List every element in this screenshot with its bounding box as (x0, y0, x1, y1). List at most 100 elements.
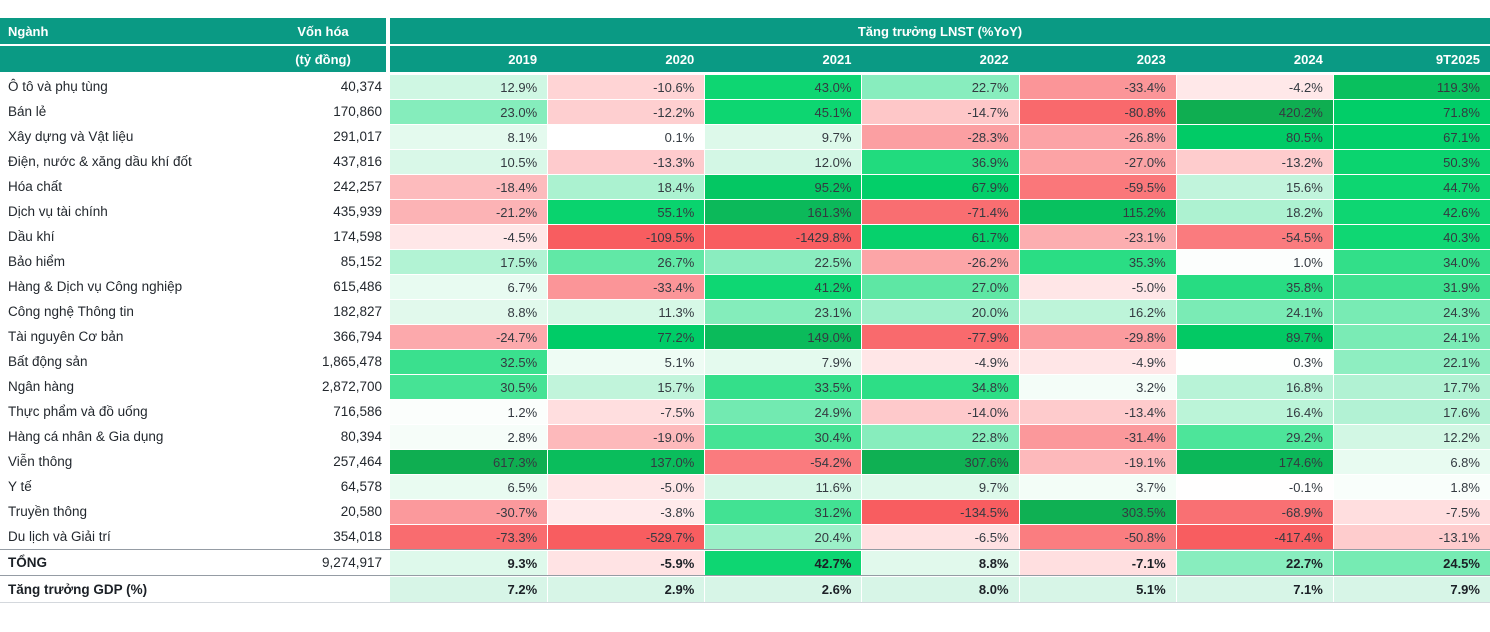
growth-cell: 18.2% (1175, 199, 1333, 224)
growth-cell: 42.6% (1332, 199, 1490, 224)
growth-cell: 161.3% (704, 199, 862, 224)
growth-cell: -80.8% (1018, 99, 1176, 124)
column-gap (386, 149, 390, 174)
sector-name-cell: Hàng & Dịch vụ Công nghiệp (0, 274, 260, 299)
growth-cell: 67.9% (861, 174, 1019, 199)
table-row: Ô tô và phụ tùng 40,374 12.9% -10.6% 43.0% 22… (0, 74, 1490, 99)
growth-cell: -417.4% (1175, 524, 1333, 549)
marketcap-cell: 291,017 (260, 124, 386, 149)
growth-cell: 22.7% (1175, 550, 1333, 575)
table-row: Truyền thông 20,580 -30.7% -3.8% 31.2% -134.5… (0, 499, 1490, 524)
growth-cell: 67.1% (1332, 124, 1490, 149)
growth-cell: 89.7% (1175, 324, 1333, 349)
column-gap (386, 524, 390, 549)
growth-cell: -77.9% (861, 324, 1019, 349)
growth-cell: 31.9% (1332, 274, 1490, 299)
growth-cell: 12.2% (1332, 424, 1490, 449)
growth-cell: 3.2% (1018, 374, 1176, 399)
growth-cell: -19.1% (1018, 449, 1176, 474)
growth-cell: -33.4% (1018, 74, 1176, 99)
marketcap-cell: 170,860 (260, 99, 386, 124)
growth-cell: 7.2% (390, 576, 548, 602)
growth-cell: 16.2% (1018, 299, 1176, 324)
growth-cell: 35.8% (1175, 274, 1333, 299)
marketcap-cell: 257,464 (260, 449, 386, 474)
table-row: Hóa chất 242,257 -18.4% 18.4% 95.2% 67.9% -59.… (0, 174, 1490, 199)
sector-name-cell: Tăng trưởng GDP (%) (0, 576, 260, 602)
growth-cell: -30.7% (390, 499, 548, 524)
column-gap (386, 299, 390, 324)
growth-cell: -529.7% (547, 524, 705, 549)
growth-cell: -31.4% (1018, 424, 1176, 449)
column-gap (386, 550, 390, 575)
growth-cell: 9.7% (861, 474, 1019, 499)
growth-cell: 33.5% (704, 374, 862, 399)
growth-cell: 7.9% (704, 349, 862, 374)
growth-cell: -29.8% (1018, 324, 1176, 349)
column-gap (386, 224, 390, 249)
table-header-row-2: (tỷ đồng) 2019 2020 2021 2022 2023 2024 9T2025 (0, 46, 1490, 72)
column-gap (386, 399, 390, 424)
column-gap (386, 74, 390, 99)
growth-cell: 20.4% (704, 524, 862, 549)
growth-cell: -4.5% (390, 224, 548, 249)
growth-cell: 34.8% (861, 374, 1019, 399)
growth-cell: -71.4% (861, 199, 1019, 224)
growth-cell: -68.9% (1175, 499, 1333, 524)
growth-cell: 7.9% (1332, 576, 1490, 602)
growth-cell: -21.2% (390, 199, 548, 224)
growth-cell: 17.6% (1332, 399, 1490, 424)
table-row: Bảo hiểm 85,152 17.5% 26.7% 22.5% -26.2% 35.3%… (0, 249, 1490, 274)
year-column-header: 2024 (1175, 46, 1333, 72)
growth-cell: -13.4% (1018, 399, 1176, 424)
growth-cell: 11.6% (704, 474, 862, 499)
table-row: Hàng cá nhân & Gia dụng 80,394 2.8% -19.0% 3… (0, 424, 1490, 449)
growth-cell: 12.0% (704, 149, 862, 174)
sector-name-cell: Bất động sản (0, 349, 260, 374)
sector-name-cell: Tài nguyên Cơ bản (0, 324, 260, 349)
growth-cell: 42.7% (704, 550, 862, 575)
growth-cell: -7.1% (1018, 550, 1176, 575)
growth-cell: -24.7% (390, 324, 548, 349)
column-gap (386, 274, 390, 299)
column-gap (386, 349, 390, 374)
growth-cell: 26.7% (547, 249, 705, 274)
growth-cell: 7.1% (1175, 576, 1333, 602)
marketcap-cell: 242,257 (260, 174, 386, 199)
growth-cell: -50.8% (1018, 524, 1176, 549)
growth-cell: 15.6% (1175, 174, 1333, 199)
growth-cell: 6.7% (390, 274, 548, 299)
column-gap (386, 18, 390, 44)
growth-cell: 95.2% (704, 174, 862, 199)
marketcap-cell: 80,394 (260, 424, 386, 449)
growth-cell: 36.9% (861, 149, 1019, 174)
growth-cell: 61.7% (861, 224, 1019, 249)
column-gap (386, 46, 390, 72)
marketcap-cell: 9,274,917 (260, 550, 386, 575)
table-row: Dịch vụ tài chính 435,939 -21.2% 55.1% 161.3… (0, 199, 1490, 224)
growth-cell: 24.1% (1332, 324, 1490, 349)
growth-cell: -109.5% (547, 224, 705, 249)
growth-cell: 420.2% (1175, 99, 1333, 124)
growth-cell: 34.0% (1332, 249, 1490, 274)
year-column-header: 2020 (547, 46, 705, 72)
sector-growth-heatmap-table: Ngành Vốn hóa Tăng trưởng LNST (%YoY) (t… (0, 18, 1490, 603)
growth-cell: 8.8% (861, 550, 1019, 575)
growth-cell: -0.1% (1175, 474, 1333, 499)
growth-cell: 30.4% (704, 424, 862, 449)
year-column-header: 2021 (704, 46, 862, 72)
table-row: Du lịch và Giải trí 354,018 -73.3% -529.7% 2… (0, 524, 1490, 549)
growth-cell: 22.7% (861, 74, 1019, 99)
growth-cell: 5.1% (547, 349, 705, 374)
growth-cell: 1.0% (1175, 249, 1333, 274)
sector-name-cell: Bán lẻ (0, 99, 260, 124)
growth-cell: 9.7% (704, 124, 862, 149)
growth-cell: -26.2% (861, 249, 1019, 274)
sector-name-cell: Thực phẩm và đồ uống (0, 399, 260, 424)
growth-cell: -14.0% (861, 399, 1019, 424)
growth-cell: -19.0% (547, 424, 705, 449)
growth-cell: 22.1% (1332, 349, 1490, 374)
gdp-growth-row: Tăng trưởng GDP (%) 7.2% 2.9% 2.6% 8.0% 5.1% 7… (0, 575, 1490, 603)
growth-cell: -4.9% (1018, 349, 1176, 374)
column-gap (386, 174, 390, 199)
